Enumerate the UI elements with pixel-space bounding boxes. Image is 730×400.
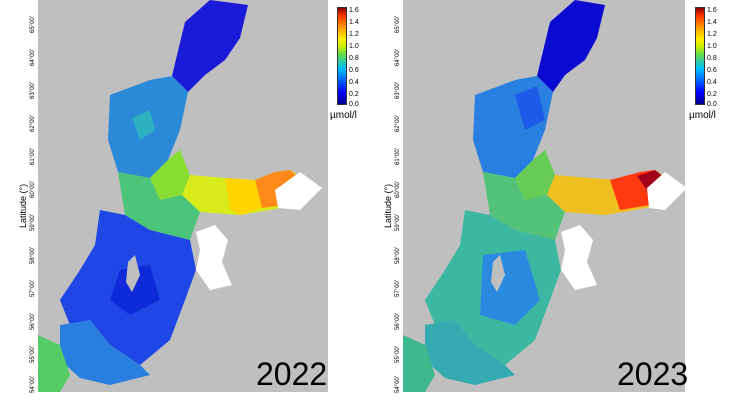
latitude-ticks: 65°00' 64°00' 63°00' 62°00' 61°00' 60°00…: [30, 16, 36, 393]
lat-tick: 62°00': [395, 115, 401, 132]
lat-tick: 54°00': [395, 376, 401, 393]
lat-tick: 57°00': [30, 280, 36, 297]
lat-tick: 60°00': [395, 181, 401, 198]
lat-tick: 61°00': [30, 148, 36, 165]
year-label: 2022: [256, 356, 328, 392]
sea-region-northern-baltic-proper: [483, 172, 565, 240]
colorbar-tick: 1.2: [349, 31, 359, 38]
colorbar-tick: 1.4: [349, 19, 359, 26]
colorbar: [337, 7, 347, 105]
lat-tick: 63°00': [30, 82, 36, 99]
lat-tick: 59°00': [30, 214, 36, 231]
colorbar-tick: 1.6: [707, 7, 717, 14]
lat-tick: 65°00': [395, 16, 401, 33]
colorbar-tick: 0.8: [349, 55, 359, 62]
lat-tick: 64°00': [395, 49, 401, 66]
lat-tick: 54°00': [30, 376, 36, 393]
map-panel-2023: Latitude (°) 65°00' 64°00' 63°00': [365, 0, 730, 400]
colorbar-tick: 1.0: [349, 43, 359, 50]
sea-region-bothnian-sea-patch: [132, 110, 155, 140]
colorbar-tick: 0.2: [349, 91, 359, 98]
gotland-island: [126, 255, 140, 292]
gulf-of-riga-mask: [196, 225, 232, 290]
sea-region-western-baltic: [403, 335, 435, 392]
colorbar-tick: 0.8: [707, 55, 717, 62]
colorbar-tick: 0.0: [707, 101, 717, 108]
sea-region-bothnian-bay: [537, 0, 605, 92]
unit-label: µmol/l: [689, 110, 716, 121]
lat-tick: 55°00': [30, 346, 36, 363]
lat-tick: 58°00': [395, 247, 401, 264]
lat-tick: 64°00': [30, 49, 36, 66]
sea-region-southern-baltic: [425, 320, 515, 385]
lat-tick: 56°00': [30, 313, 36, 330]
lat-tick: 60°00': [30, 181, 36, 198]
colorbar-tick: 0.0: [349, 101, 359, 108]
sea-region-western-baltic: [38, 335, 70, 392]
colorbar: [695, 7, 705, 105]
sea-region-gulf-of-finland-mid: [225, 178, 262, 215]
baltic-map-2022: 65°00' 64°00' 63°00' 62°00' 61°00' 60°00…: [30, 0, 328, 393]
lat-tick: 63°00': [395, 82, 401, 99]
year-label: 2023: [617, 356, 689, 392]
lat-tick: 56°00': [395, 313, 401, 330]
sea-region-southern-baltic: [60, 320, 150, 385]
gotland-island: [491, 255, 505, 292]
lat-tick: 62°00': [30, 115, 36, 132]
sea-region-bothnian-bay: [172, 0, 248, 92]
lat-tick: 61°00': [395, 148, 401, 165]
baltic-map-2023: 65°00' 64°00' 63°00' 62°00' 61°00' 60°00…: [395, 0, 687, 393]
colorbar-tick: 0.6: [707, 67, 717, 74]
colorbar-tick: 1.4: [707, 19, 717, 26]
colorbar-tick: 0.4: [349, 79, 359, 86]
eastern-land-mask: [275, 172, 322, 210]
lat-tick: 65°00': [30, 16, 36, 33]
colorbar-tick: 1.2: [707, 31, 717, 38]
sea-region-archipelago: [515, 150, 555, 200]
eastern-land-mask: [647, 172, 687, 210]
colorbar-tick: 0.2: [707, 91, 717, 98]
colorbar-tick: 1.0: [707, 43, 717, 50]
sea-region-gulf-of-finland-far-east: [637, 170, 665, 196]
sea-region-central-patch: [110, 265, 160, 315]
unit-label: µmol/l: [330, 110, 357, 121]
lat-tick: 59°00': [395, 214, 401, 231]
latitude-ticks: 65°00' 64°00' 63°00' 62°00' 61°00' 60°00…: [395, 16, 401, 393]
colorbar-tick: 0.4: [707, 79, 717, 86]
sea-region-northern-baltic-proper: [118, 172, 200, 240]
colorbar-tick: 0.6: [349, 67, 359, 74]
colorbar-tick: 1.6: [349, 7, 359, 14]
lat-tick: 57°00': [395, 280, 401, 297]
lat-tick: 58°00': [30, 247, 36, 264]
gulf-of-riga-mask: [561, 225, 597, 290]
sea-region-archipelago: [150, 150, 190, 200]
sea-region-bothnian-sea-patch: [515, 86, 545, 130]
lat-tick: 55°00': [395, 346, 401, 363]
map-panel-2022: Latitude (°) 65°00' 64°00' 63°00': [18, 0, 359, 393]
